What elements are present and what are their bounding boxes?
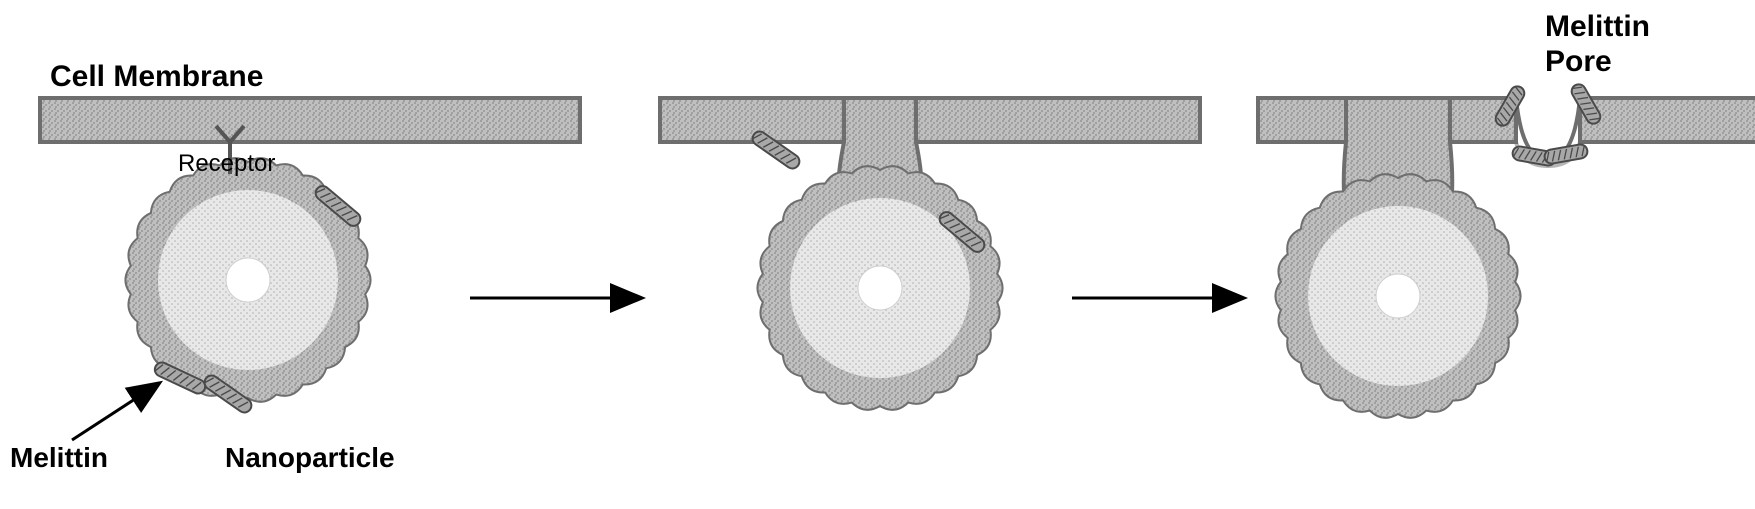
cell-membrane — [660, 98, 844, 142]
cell-membrane — [40, 98, 580, 142]
cell-membrane — [1580, 98, 1755, 142]
panel-2 — [660, 98, 1200, 410]
melittin-pointer-arrow — [72, 384, 158, 440]
label-melittin: Melittin — [10, 442, 108, 474]
cell-membrane — [916, 98, 1200, 142]
panel-1 — [40, 98, 580, 415]
label-cell-membrane: Cell Membrane — [50, 60, 263, 95]
nanoparticle-core — [1376, 274, 1420, 318]
nanoparticle-core — [226, 258, 270, 302]
panel-3 — [1258, 82, 1755, 418]
cell-membrane — [1258, 98, 1346, 142]
label-receptor: Receptor — [178, 150, 275, 178]
nanoparticle-core — [858, 266, 902, 310]
label-melittin-pore: Melittin Pore — [1545, 10, 1650, 79]
label-nanoparticle: Nanoparticle — [225, 442, 395, 474]
